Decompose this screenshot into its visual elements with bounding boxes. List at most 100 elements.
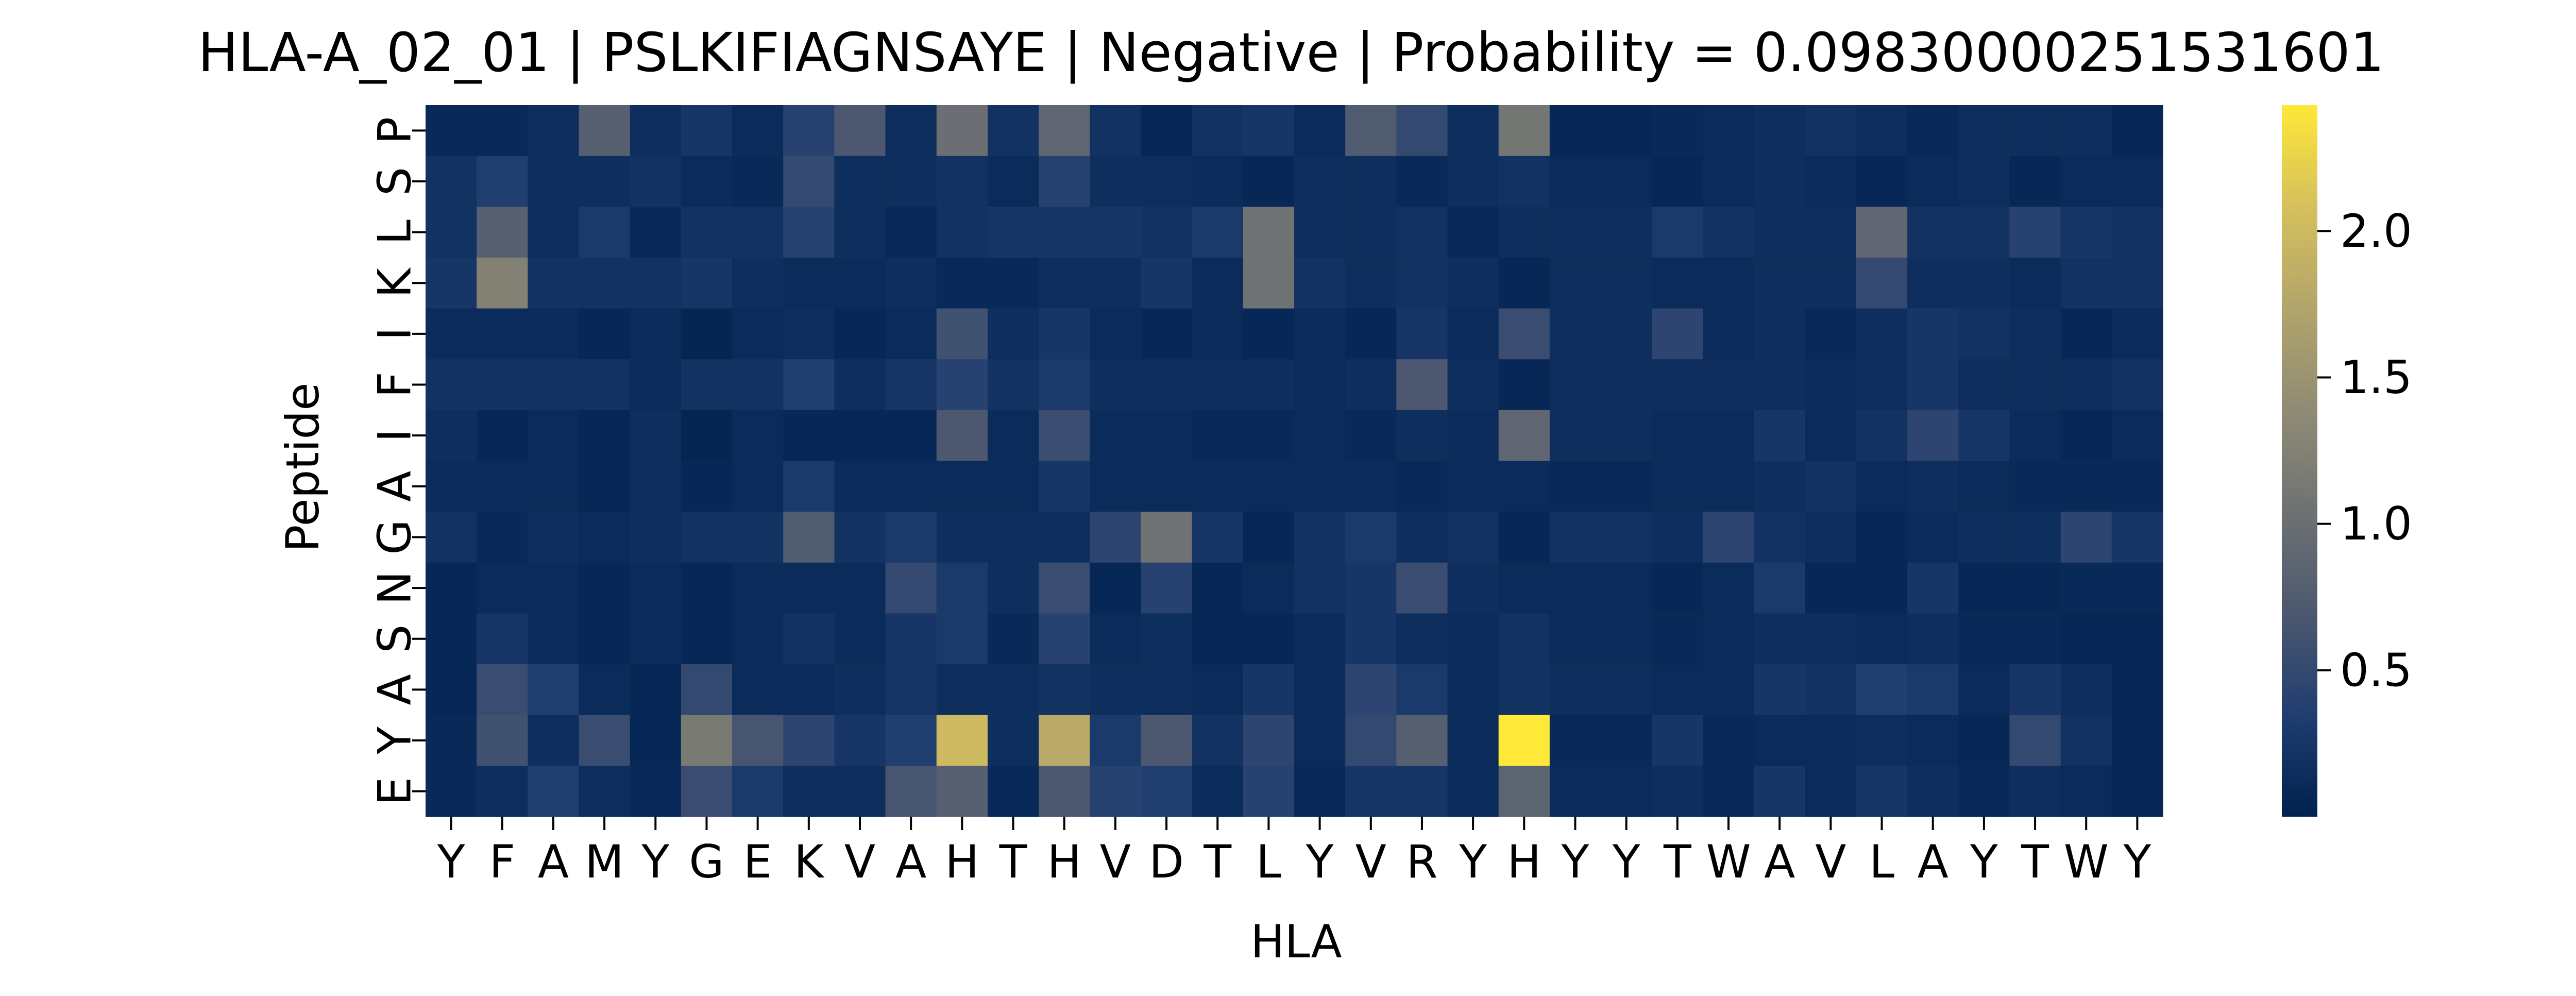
heatmap-cell: [1652, 308, 1704, 360]
heatmap-cell: [2060, 359, 2112, 411]
x-tick-label: F: [489, 835, 515, 888]
x-tick-label: E: [743, 835, 772, 888]
heatmap-cell: [1345, 105, 1397, 157]
heatmap-cell: [1141, 512, 1193, 563]
heatmap-cell: [1039, 359, 1090, 411]
heatmap-cell: [528, 512, 580, 563]
heatmap-cell: [1090, 512, 1142, 563]
heatmap-cell: [1549, 257, 1601, 309]
heatmap-cell: [1652, 410, 1704, 462]
heatmap-cell: [1958, 715, 2010, 766]
heatmap-cell: [1805, 766, 1857, 817]
heatmap-cell: [1396, 613, 1448, 665]
heatmap-cell: [834, 105, 886, 157]
heatmap-cell: [1294, 512, 1346, 563]
heatmap-cell: [783, 766, 835, 817]
heatmap-cell: [426, 308, 477, 360]
heatmap-cell: [579, 664, 631, 716]
x-tick-label: G: [689, 835, 724, 888]
heatmap-cell: [936, 613, 988, 665]
heatmap-cell: [885, 461, 937, 512]
heatmap-cell: [2060, 257, 2112, 309]
heatmap-cell: [1601, 207, 1652, 258]
heatmap-cell: [834, 257, 886, 309]
heatmap-cell: [783, 664, 835, 716]
heatmap-cell: [1907, 715, 1959, 766]
heatmap-cell: [1907, 308, 1959, 360]
y-axis: PSLKIFIAGNSAYE: [368, 117, 426, 806]
heatmap-cell: [1345, 613, 1397, 665]
heatmap-cell: [579, 257, 631, 309]
heatmap-cell: [630, 766, 682, 817]
heatmap-cell: [1907, 512, 1959, 563]
heatmap-cell: [630, 257, 682, 309]
heatmap-cell: [1805, 308, 1857, 360]
heatmap-cell: [2009, 105, 2061, 157]
heatmap-cell: [1447, 156, 1499, 207]
heatmap-cells: [426, 105, 2163, 817]
heatmap-cell: [426, 766, 477, 817]
heatmap-cell: [1447, 664, 1499, 716]
heatmap-cell: [1039, 715, 1090, 766]
y-tick-label: F: [368, 372, 421, 398]
heatmap-cell: [477, 664, 528, 716]
heatmap-cell: [528, 105, 580, 157]
heatmap-cell: [426, 257, 477, 309]
heatmap-cell: [1447, 512, 1499, 563]
heatmap-cell: [1039, 512, 1090, 563]
heatmap-cell: [477, 410, 528, 462]
heatmap-cell: [1345, 156, 1397, 207]
heatmap-cell: [1805, 156, 1857, 207]
heatmap-cell: [528, 613, 580, 665]
heatmap-cell: [681, 715, 733, 766]
heatmap-cell: [1192, 461, 1244, 512]
heatmap-cell: [1549, 562, 1601, 614]
x-tick-label: T: [2021, 835, 2049, 888]
heatmap-cell: [2111, 613, 2163, 665]
heatmap-cell: [2009, 461, 2061, 512]
heatmap-cell: [732, 664, 784, 716]
heatmap-cell: [1805, 461, 1857, 512]
heatmap-cell: [834, 207, 886, 258]
heatmap-cell: [1090, 105, 1142, 157]
heatmap-cell: [987, 664, 1039, 716]
heatmap-cell: [1652, 257, 1704, 309]
heatmap-cell: [1396, 512, 1448, 563]
heatmap-cell: [1754, 308, 1806, 360]
heatmap-cell: [1294, 715, 1346, 766]
heatmap-cell: [1856, 715, 1908, 766]
heatmap-cell: [1754, 562, 1806, 614]
heatmap-cell: [528, 664, 580, 716]
heatmap-cell: [630, 105, 682, 157]
heatmap-cell: [1345, 461, 1397, 512]
heatmap-cell: [579, 207, 631, 258]
heatmap-cell: [1907, 257, 1959, 309]
heatmap-cell: [834, 308, 886, 360]
heatmap-cell: [1345, 664, 1397, 716]
heatmap-cell: [1396, 257, 1448, 309]
heatmap-cell: [834, 613, 886, 665]
heatmap-cell: [1907, 105, 1959, 157]
heatmap-cell: [2111, 257, 2163, 309]
heatmap-cell: [1294, 207, 1346, 258]
heatmap-cell: [2009, 410, 2061, 462]
heatmap-cell: [1447, 766, 1499, 817]
heatmap-cell: [936, 359, 988, 411]
heatmap-cell: [528, 359, 580, 411]
heatmap-cell: [2009, 613, 2061, 665]
y-tick-label: E: [368, 777, 421, 806]
heatmap-cell: [885, 156, 937, 207]
x-tick-label: L: [1869, 835, 1894, 888]
heatmap-cell: [1447, 359, 1499, 411]
heatmap-cell: [1805, 257, 1857, 309]
heatmap-cell: [783, 359, 835, 411]
heatmap-cell: [681, 410, 733, 462]
heatmap-cell: [1805, 105, 1857, 157]
x-tick-label: H: [1047, 835, 1081, 888]
heatmap-cell: [630, 359, 682, 411]
heatmap-cell: [1958, 664, 2010, 716]
y-tick-label: S: [368, 624, 421, 653]
heatmap-cell: [1192, 562, 1244, 614]
heatmap-cell: [2009, 766, 2061, 817]
